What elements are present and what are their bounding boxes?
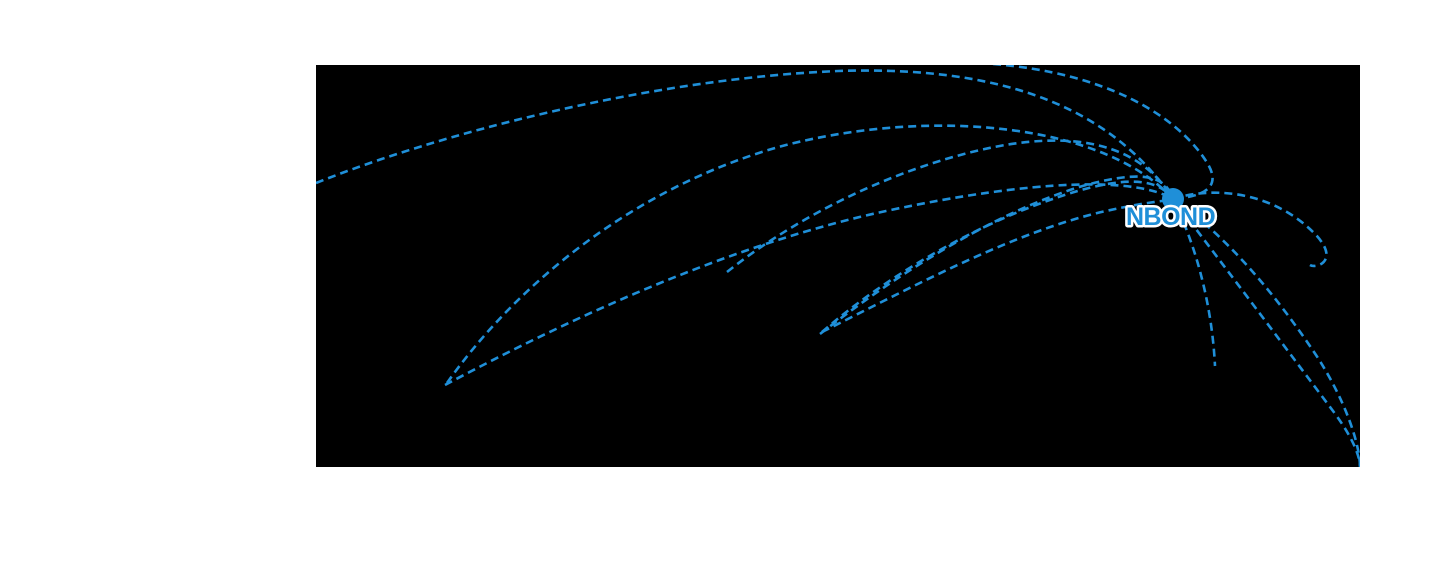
arc-southeast-mid: [1171, 198, 1360, 467]
arc-east-down: [1172, 197, 1360, 467]
arc-east-over: [1172, 191, 1328, 268]
node-label-nbond: NBOND: [1126, 203, 1215, 231]
arc-group: [316, 65, 1360, 467]
arc-southwest-mid: [819, 175, 1175, 336]
arc-northwest-long: [445, 124, 1174, 384]
arc-southeast-steep: [1171, 198, 1217, 367]
network-map-svg: NBOND: [316, 65, 1360, 467]
arc-south-long: [444, 183, 1174, 387]
network-map-panel[interactable]: NBOND: [316, 65, 1360, 467]
arc-west-far: [316, 69, 1175, 200]
arc-west-short: [821, 180, 1175, 333]
arc-south-low: [821, 197, 1174, 334]
node-marker-nbond[interactable]: [1162, 188, 1184, 210]
arc-west-mid: [726, 139, 1175, 274]
